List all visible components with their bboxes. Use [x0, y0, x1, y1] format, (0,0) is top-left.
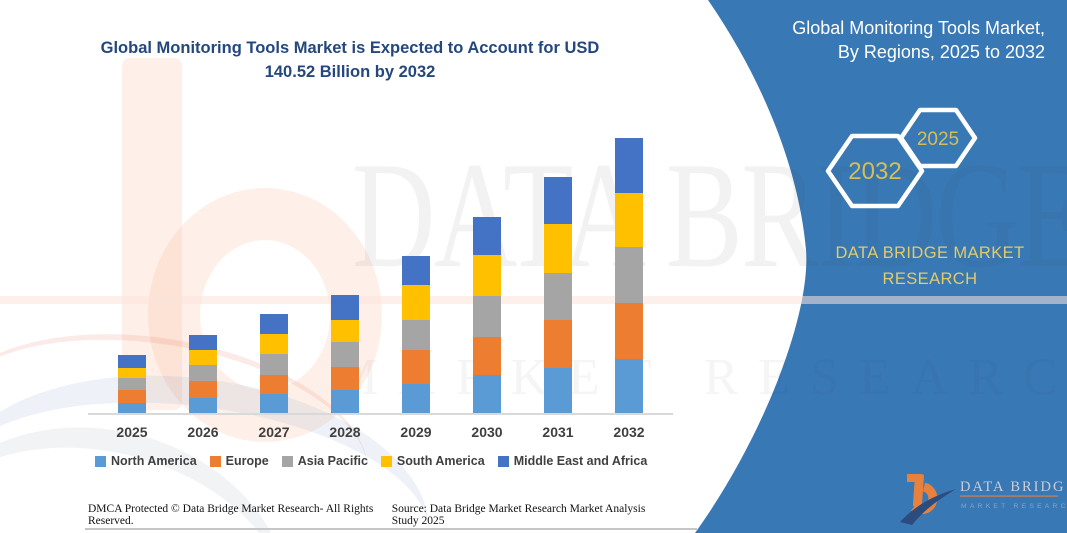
x-axis-label-2032: 2032 — [613, 424, 645, 440]
logo-swoosh — [900, 489, 956, 525]
legend-swatch-asia-pacific — [281, 455, 293, 467]
bar-segment-middle-east-and-africa-2028 — [331, 295, 359, 321]
legend-swatch-middle-east-and-africa — [497, 455, 509, 467]
hexagon-2025 — [898, 107, 978, 169]
brand-name-line1: DATA BRIDGE MARKET — [835, 244, 1025, 262]
bar-2029 — [402, 255, 430, 414]
bar-segment-south-america-2030 — [473, 254, 501, 296]
legend-swatch-europe — [209, 455, 221, 467]
legend-label-asia-pacific: Asia Pacific — [297, 454, 368, 468]
footer-dmca-text: DMCA Protected © Data Bridge Market Rese… — [88, 503, 374, 527]
bar-segment-asia-pacific-2028 — [331, 342, 359, 367]
legend-item-south-america: South America — [380, 454, 485, 468]
legend-label-middle-east-and-africa: Middle East and Africa — [513, 454, 648, 468]
bar-segment-south-america-2026 — [189, 350, 217, 366]
x-axis-line — [88, 413, 673, 415]
bar-segment-south-america-2032 — [615, 193, 643, 247]
bar-segment-asia-pacific-2030 — [473, 295, 501, 338]
bar-segment-north-america-2032 — [615, 359, 643, 414]
bar-segment-asia-pacific-2032 — [615, 247, 643, 303]
bar-2025 — [118, 355, 146, 414]
bar-segment-asia-pacific-2025 — [118, 378, 146, 390]
bar-segment-europe-2025 — [118, 390, 146, 403]
page-title: Global Monitoring Tools Market is Expect… — [60, 36, 640, 84]
bar-segment-europe-2029 — [402, 349, 430, 384]
x-axis-label-2030: 2030 — [471, 424, 503, 440]
legend-item-north-america: North America — [95, 454, 197, 468]
legend-item-europe: Europe — [209, 454, 269, 468]
chart-legend: North America Europe Asia Pacific South Ame… — [95, 454, 647, 468]
watermark-stripe — [0, 296, 1067, 304]
bar-segment-asia-pacific-2029 — [402, 319, 430, 350]
bar-2028 — [331, 295, 359, 414]
x-axis-label-2028: 2028 — [329, 424, 361, 440]
footer-divider-line — [85, 528, 697, 530]
bar-2031 — [544, 177, 572, 414]
bar-segment-asia-pacific-2026 — [189, 365, 217, 382]
bar-segment-north-america-2028 — [331, 390, 359, 414]
bar-segment-north-america-2025 — [118, 403, 146, 414]
logo-text-line1: DATA BRIDGE — [960, 479, 1066, 495]
bar-segment-europe-2028 — [331, 367, 359, 390]
bar-2026 — [189, 335, 217, 414]
bar-segment-asia-pacific-2027 — [260, 353, 288, 375]
bar-segment-middle-east-and-africa-2032 — [615, 138, 643, 193]
legend-item-asia-pacific: Asia Pacific — [281, 454, 368, 468]
x-axis-label-2027: 2027 — [258, 424, 290, 440]
bar-segment-south-america-2027 — [260, 333, 288, 354]
bar-2030 — [473, 216, 501, 414]
data-bridge-logo: DATA BRIDGE MARKET RESEARCH — [900, 473, 1066, 525]
hexagon-2025-label: 2025 — [917, 129, 959, 150]
bar-segment-north-america-2031 — [544, 368, 572, 414]
bar-segment-middle-east-and-africa-2025 — [118, 355, 146, 368]
legend-swatch-north-america — [95, 455, 106, 467]
hexagon-badges: 2032 2025 — [825, 107, 978, 209]
bar-segment-north-america-2029 — [402, 383, 430, 414]
bar-segment-middle-east-and-africa-2027 — [260, 313, 288, 334]
bar-segment-north-america-2030 — [473, 374, 501, 414]
band-heading-line1: Global Monitoring Tools Market, — [792, 18, 1045, 38]
bar-segment-north-america-2026 — [189, 398, 217, 414]
bar-2032 — [615, 138, 643, 414]
x-axis-label-2025: 2025 — [116, 424, 148, 440]
band-heading-line2: By Regions, 2025 to 2032 — [837, 42, 1045, 62]
page-title-line1: Global Monitoring Tools Market is Expect… — [100, 39, 600, 57]
bar-segment-south-america-2029 — [402, 284, 430, 320]
legend-label-europe: Europe — [225, 454, 269, 468]
page-title-line2: 140.52 Billion by 2032 — [264, 63, 436, 81]
logo-text-line2: MARKET RESEARCH — [961, 503, 1066, 510]
bar-segment-middle-east-and-africa-2029 — [402, 255, 430, 285]
legend-item-middle-east-and-africa: Middle East and Africa — [497, 454, 648, 468]
bar-segment-europe-2030 — [473, 337, 501, 375]
hexagon-2032 — [825, 133, 925, 209]
band-heading: Global Monitoring Tools Market, By Regio… — [792, 16, 1045, 64]
bar-segment-south-america-2028 — [331, 320, 359, 343]
x-axis-label-2031: 2031 — [542, 424, 574, 440]
bar-segment-south-america-2025 — [118, 368, 146, 378]
x-axis-label-2026: 2026 — [187, 424, 219, 440]
bar-segment-middle-east-and-africa-2030 — [473, 216, 501, 255]
bar-segment-europe-2031 — [544, 320, 572, 368]
brand-name-line2: RESEARCH — [882, 270, 978, 288]
x-axis-label-2029: 2029 — [400, 424, 432, 440]
footer: DMCA Protected © Data Bridge Market Rese… — [88, 503, 673, 527]
bar-segment-europe-2026 — [189, 381, 217, 399]
hexagon-2032-label: 2032 — [848, 158, 901, 185]
bar-segment-asia-pacific-2031 — [544, 273, 572, 321]
logo-b-icon — [900, 473, 956, 525]
footer-source-text: Source: Data Bridge Market Research Mark… — [391, 503, 646, 527]
bar-segment-south-america-2031 — [544, 224, 572, 274]
legend-label-south-america: South America — [396, 454, 485, 468]
brand-name: DATA BRIDGE MARKET RESEARCH — [780, 240, 1067, 292]
legend-label-north-america: North America — [111, 454, 197, 468]
bar-segment-middle-east-and-africa-2026 — [189, 335, 217, 351]
bar-segment-north-america-2027 — [260, 394, 288, 414]
bar-2027 — [260, 313, 288, 414]
bar-segment-middle-east-and-africa-2031 — [544, 177, 572, 225]
bar-segment-europe-2032 — [615, 303, 643, 359]
bar-segment-europe-2027 — [260, 374, 288, 394]
legend-swatch-south-america — [380, 455, 392, 467]
